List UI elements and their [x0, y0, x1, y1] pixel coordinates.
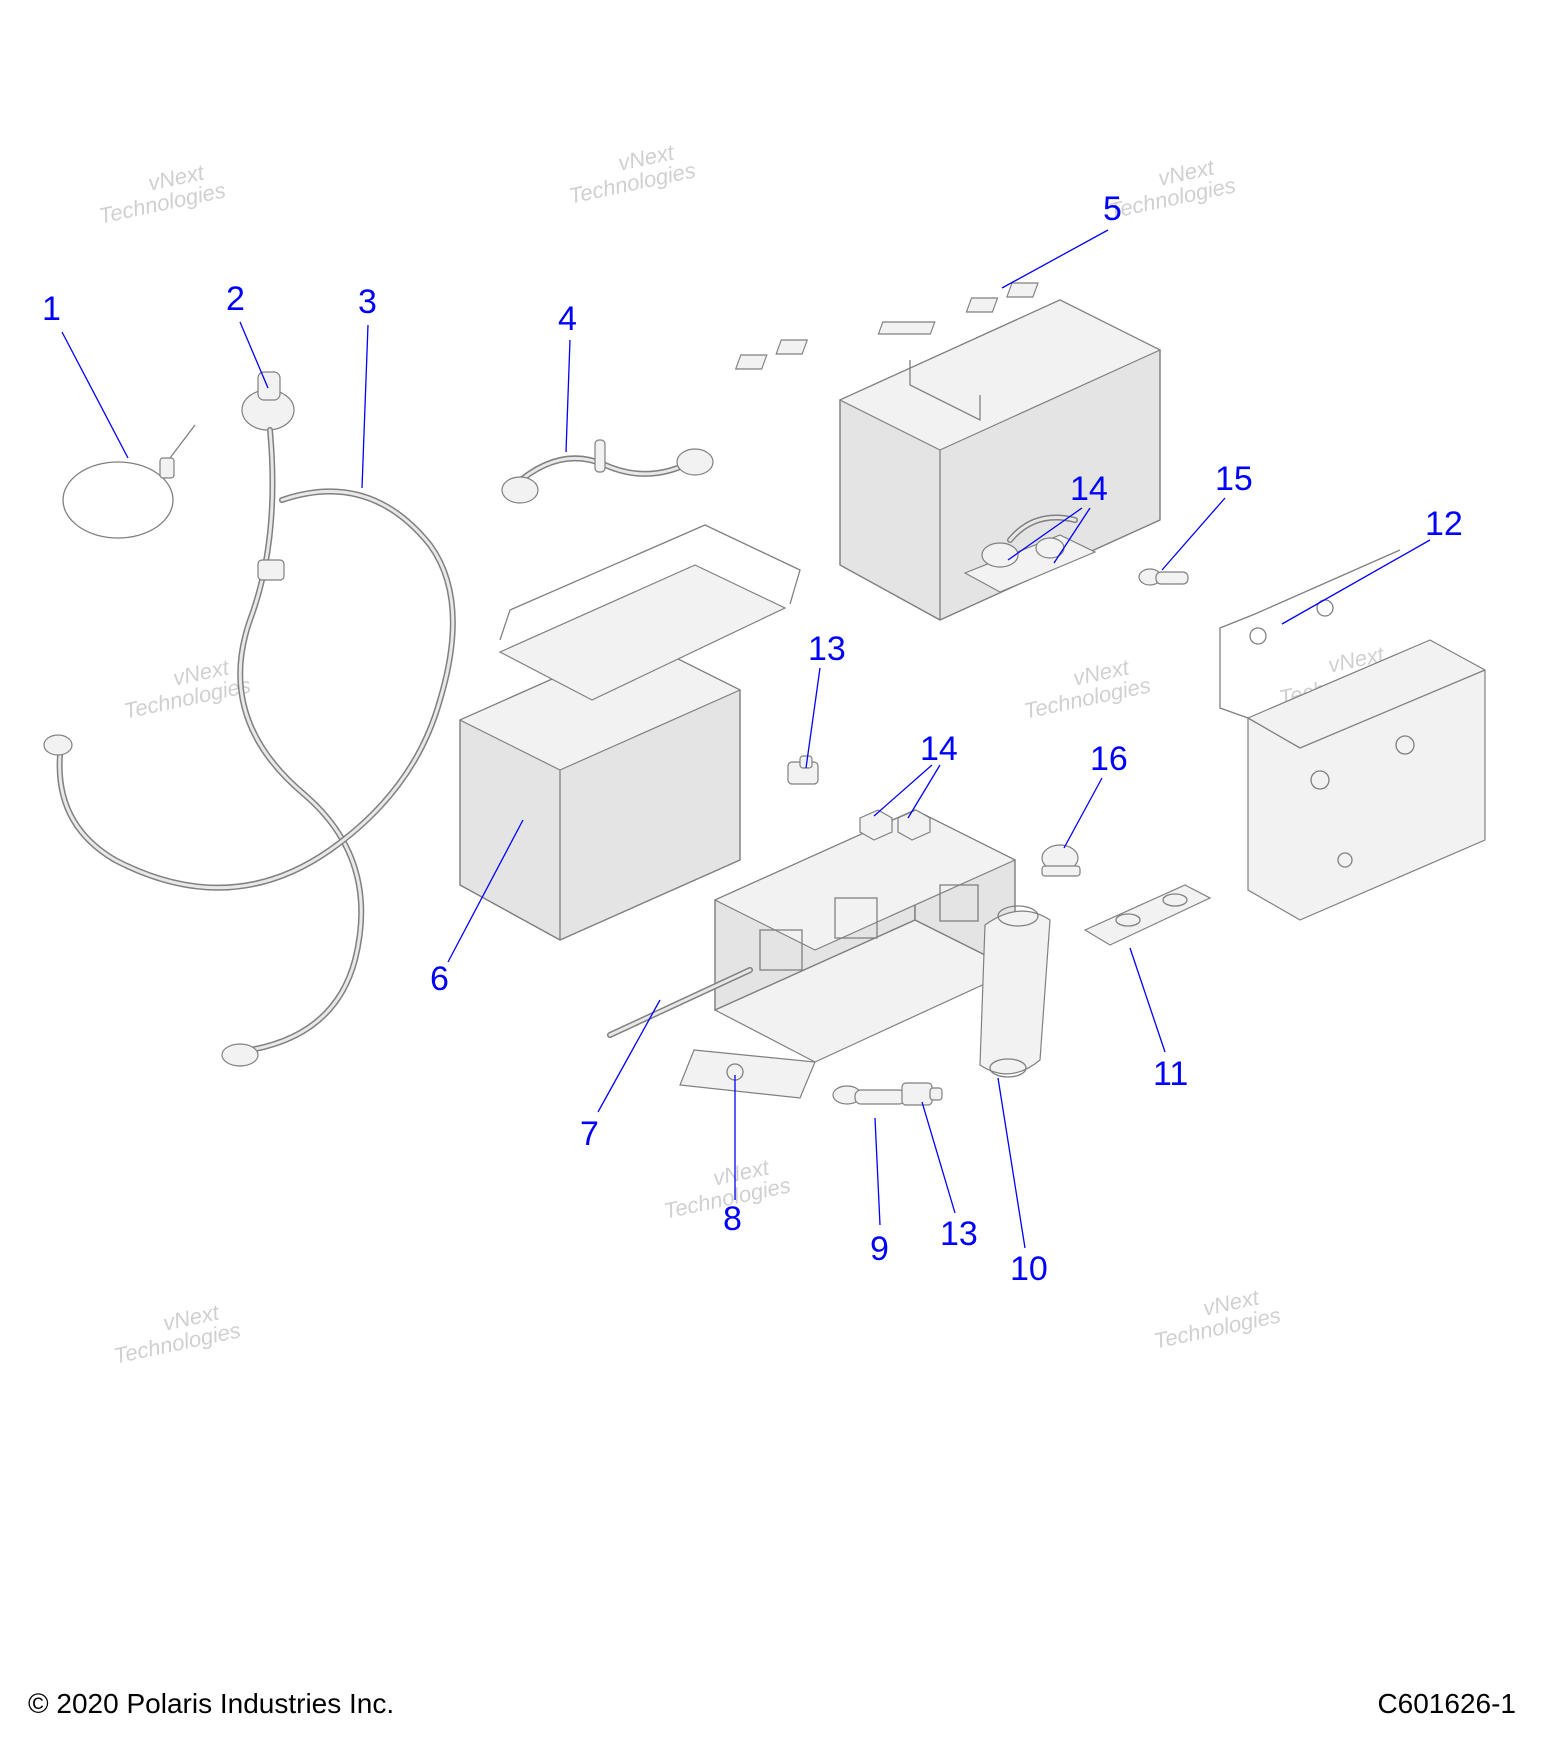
callout-16: 16: [1090, 740, 1128, 779]
leader-lines: [0, 0, 1546, 1740]
callout-11: 11: [1153, 1055, 1188, 1094]
callout-14b: 14: [920, 730, 958, 769]
callout-8: 8: [723, 1200, 742, 1239]
callout-13: 13: [808, 630, 846, 669]
diagram-container: { "meta": { "copyright": "© 2020 Polaris…: [0, 0, 1546, 1740]
callout-15: 15: [1215, 460, 1253, 499]
callout-3: 3: [358, 283, 377, 322]
callout-14: 14: [1070, 470, 1108, 509]
callout-12: 12: [1425, 505, 1463, 544]
callout-5: 5: [1103, 190, 1122, 229]
callout-4: 4: [558, 300, 577, 339]
callout-9: 9: [870, 1230, 889, 1269]
callout-13b: 13: [940, 1215, 978, 1254]
callout-6: 6: [430, 960, 449, 999]
callout-1: 1: [42, 290, 61, 329]
callout-2: 2: [226, 280, 245, 319]
callout-7: 7: [580, 1115, 599, 1154]
callout-10: 10: [1010, 1250, 1048, 1289]
